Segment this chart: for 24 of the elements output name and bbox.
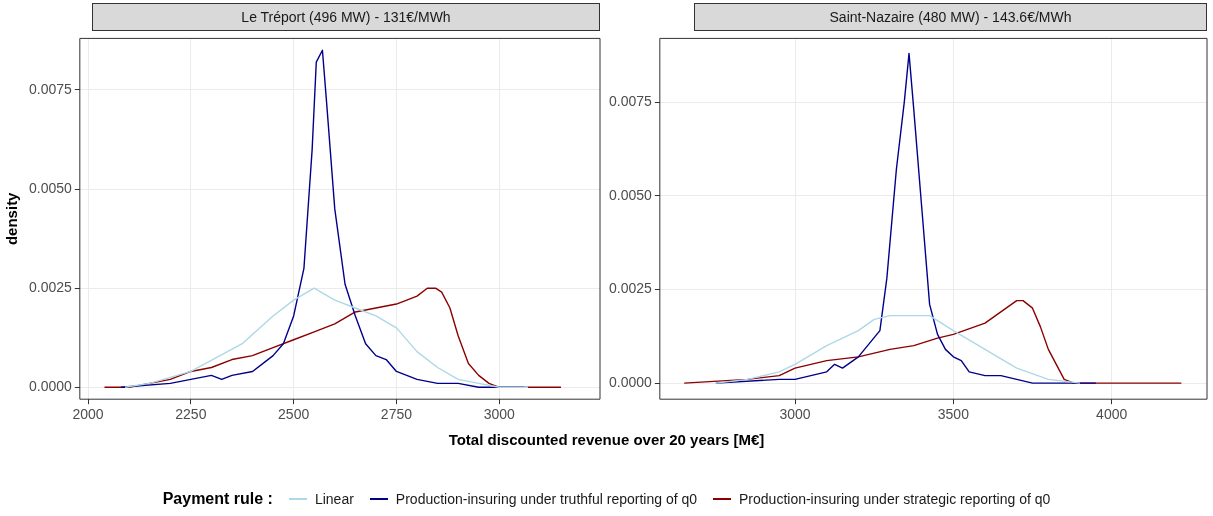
- y-tick-label: 0.0000: [28, 378, 73, 395]
- x-tick-label: 3500: [937, 406, 970, 423]
- x-tick-label: 2500: [278, 406, 310, 423]
- y-tick-label: 0.0075: [28, 80, 73, 97]
- chart-title: Le Tréport (496 MW) - 131€/MWh: [92, 3, 600, 31]
- x-tick-label: 4000: [1096, 406, 1128, 423]
- legend-title: Payment rule :: [162, 490, 273, 508]
- chart-title: Saint-Nazaire (480 MW) - 143.6€/MWh: [694, 3, 1207, 31]
- y-tick-label: 0.0000: [608, 373, 653, 390]
- legend-label: Production-insuring under strategic reporting of q0: [739, 491, 1051, 507]
- y-tick-label: 0.0050: [28, 179, 73, 196]
- x-tick-label: 3000: [483, 406, 516, 423]
- y-tick-label: 0.0075: [608, 92, 653, 109]
- y-axis-title: density: [3, 191, 21, 246]
- x-tick-label: 2250: [175, 406, 207, 423]
- y-tick-label: 0.0025: [28, 279, 73, 296]
- x-tick-label: 3000: [779, 406, 811, 423]
- y-tick-label: 0.0050: [608, 186, 653, 203]
- legend-label: Linear: [314, 491, 354, 507]
- x-axis-title: Total discounted revenue over 20 years [M€]: [447, 431, 766, 448]
- x-tick-label: 2750: [380, 406, 413, 423]
- y-tick-label: 0.0025: [608, 280, 653, 297]
- legend-label: Production-insuring under truthful reporting of q0: [395, 491, 698, 507]
- x-tick-label: 2000: [72, 406, 104, 423]
